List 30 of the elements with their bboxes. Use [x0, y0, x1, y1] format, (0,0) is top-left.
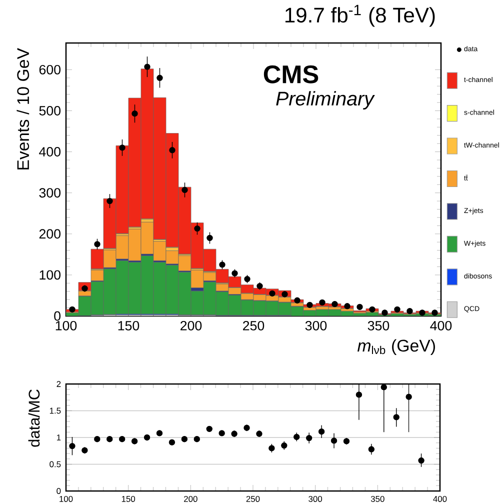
x-tick-label: 350: [370, 496, 384, 502]
x-tick-label: 300: [308, 496, 322, 502]
x-tick-label: 400: [433, 496, 447, 502]
annotation: Preliminary: [276, 91, 375, 110]
x-axis-title: m$_{lνb}$ (GeV): [358, 339, 435, 355]
x-tick-label: 200: [184, 496, 198, 502]
x-tick-label: 350: [368, 320, 390, 330]
y-tick-label: 300: [39, 188, 60, 198]
y-tick-label: 2: [56, 381, 61, 387]
y-tick-label: 0: [54, 311, 61, 321]
y-tick-label: 600: [39, 64, 60, 74]
y-axis-title: data/MC: [28, 390, 40, 447]
x-tick-label: 150: [122, 496, 136, 502]
chart-title: 19.7 fb$^{-1}$ (8 TeV): [285, 4, 435, 27]
y-tick-label: 100: [40, 270, 60, 280]
x-tick-label: 400: [430, 320, 452, 330]
x-tick-label: 150: [118, 320, 140, 330]
y-tick-label: 1.5: [50, 408, 61, 414]
y-tick-label: 1: [56, 434, 61, 440]
y-tick-label: 0.5: [50, 461, 61, 468]
x-tick-label: 250: [243, 320, 264, 330]
x-tick-label: 300: [305, 320, 327, 330]
y-tick-label: 200: [39, 229, 60, 239]
y-tick-label: 500: [39, 106, 60, 116]
annotation: CMS: [264, 65, 318, 84]
y-axis-title: Events / 10 GeV: [16, 48, 30, 170]
x-tick-label: 200: [180, 320, 202, 330]
x-tick-label: 250: [246, 496, 260, 502]
y-tick-label: 0: [56, 488, 61, 494]
y-tick-label: 400: [39, 147, 60, 157]
